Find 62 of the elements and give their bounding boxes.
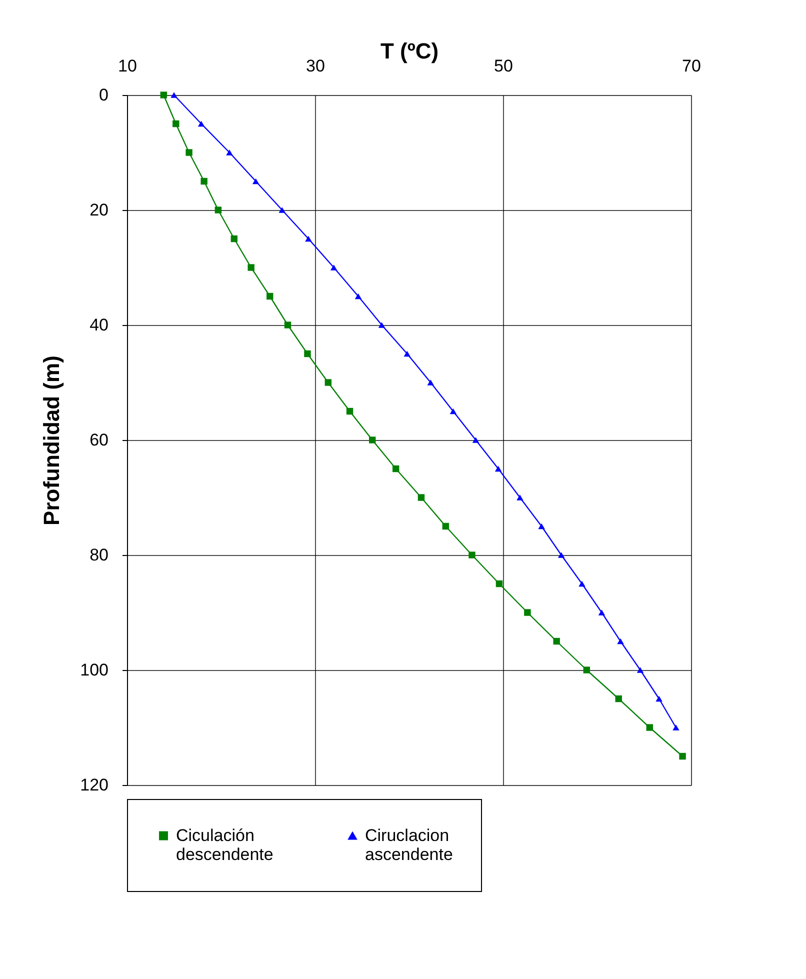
point [248,264,254,271]
y-tick-label: 60 [90,430,108,450]
point [472,437,480,443]
x-axis-title: T (ºC) [380,38,439,64]
point [578,580,586,587]
point [524,609,531,616]
point [252,178,260,184]
point [679,752,686,760]
point [305,236,312,242]
point [538,523,545,530]
y-tick-label: 120 [80,776,108,794]
legend-label: Ciculación descendente [176,826,274,864]
point [278,207,286,213]
y-tick-label: 80 [90,546,108,564]
point [646,724,653,731]
point [553,638,560,645]
point [226,150,233,156]
legend-label: Ciruclacion ascendente [365,826,453,864]
point [330,264,338,270]
point [354,293,362,300]
point [368,436,376,444]
y-tick-label: 20 [90,200,108,220]
point [284,322,292,328]
point [266,292,274,300]
point [186,149,192,156]
y-tick-label: 40 [90,316,108,334]
point [160,92,168,98]
y-tick-label: 0 [99,86,108,104]
point [516,494,524,500]
y-tick-label: 100 [80,660,108,680]
point [392,465,400,472]
point [615,695,622,702]
x-tick-label: 10 [118,56,137,76]
point [494,466,502,472]
point [200,178,208,185]
point [172,120,180,128]
point [468,552,476,558]
point [598,610,606,616]
x-tick-label: 30 [306,56,325,76]
point [198,120,205,127]
point [496,580,503,588]
point [617,638,624,644]
point [214,206,222,214]
point [442,522,450,530]
x-tick-label: 50 [494,56,513,76]
point [346,408,354,415]
point [170,92,178,98]
point [230,235,238,242]
point [672,724,680,730]
point [304,350,311,358]
point [378,322,386,328]
point [404,350,410,357]
point [583,666,590,674]
point [656,696,662,702]
point [558,552,565,558]
x-tick-label: 70 [682,56,701,76]
point [427,380,434,386]
y-axis-title: Profundidad (m) [39,356,64,526]
point [636,667,644,673]
point [324,379,332,386]
point [450,408,457,414]
point [418,494,425,501]
